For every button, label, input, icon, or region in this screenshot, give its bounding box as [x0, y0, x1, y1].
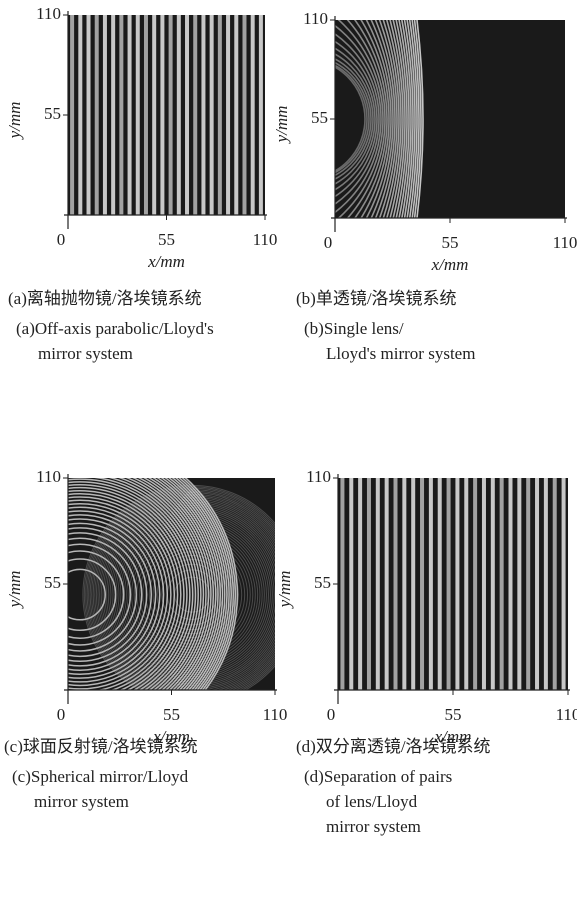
caption-zh: (b)单透镜/洛埃镜系统	[296, 289, 457, 308]
y-tick-label: 55	[44, 573, 61, 592]
y-axis-label: y/mm	[275, 571, 294, 610]
caption-en: (d)Separation of pairs	[304, 767, 452, 786]
x-axis-label: x/mm	[431, 255, 469, 274]
caption-en: (a)Off-axis parabolic/Lloyd's	[16, 319, 214, 338]
fringe	[169, 15, 173, 215]
fringe	[340, 478, 344, 690]
y-tick-label: 55	[311, 108, 328, 127]
x-tick-label: 55	[445, 705, 462, 724]
fringe	[226, 15, 230, 215]
y-axis-label: y/mm	[5, 102, 24, 141]
caption-en: Lloyd's mirror system	[326, 344, 475, 363]
fringe	[87, 15, 91, 215]
fringe	[128, 15, 132, 215]
x-tick-label: 0	[327, 705, 336, 724]
fringe	[420, 478, 424, 690]
fringe	[136, 15, 140, 215]
y-tick-label: 110	[36, 4, 61, 23]
fringe	[103, 15, 107, 215]
fringe	[553, 478, 557, 690]
x-tick-label: 55	[442, 233, 459, 252]
fringe	[242, 15, 246, 215]
y-tick-label: 110	[306, 467, 331, 486]
fringe	[358, 478, 362, 690]
x-tick-label: 110	[263, 705, 288, 724]
fringe	[402, 478, 406, 690]
fringe	[201, 15, 205, 215]
fringe	[152, 15, 156, 215]
x-tick-label: 0	[324, 233, 333, 252]
fringe	[411, 478, 415, 690]
fringe	[509, 478, 513, 690]
caption-en: (b)Single lens/	[304, 319, 404, 338]
fringe	[544, 478, 548, 690]
fringe	[394, 478, 398, 690]
fringe	[193, 15, 197, 215]
fringe	[251, 15, 255, 215]
fringe	[78, 15, 82, 215]
x-axis-label: x/mm	[147, 252, 185, 271]
x-tick-label: 0	[57, 230, 66, 249]
fringe	[491, 478, 495, 690]
caption-en: of lens/Lloyd	[326, 792, 418, 811]
x-tick-label: 0	[57, 705, 66, 724]
fringe	[482, 478, 486, 690]
fringe	[185, 15, 189, 215]
fringe	[144, 15, 148, 215]
fringe	[376, 478, 380, 690]
x-tick-label: 110	[553, 233, 577, 252]
caption-en: mirror system	[38, 344, 133, 363]
x-tick-label: 55	[158, 230, 175, 249]
caption-en: mirror system	[326, 817, 421, 836]
fringe	[259, 15, 263, 215]
fringe	[160, 15, 164, 215]
fringe	[535, 478, 539, 690]
fringe-image	[68, 15, 265, 215]
x-tick-label: 55	[163, 705, 180, 724]
fringe-image	[338, 478, 568, 690]
x-tick-label: 110	[556, 705, 577, 724]
fringe	[517, 478, 521, 690]
fringe	[526, 478, 530, 690]
fringe	[177, 15, 181, 215]
fringe	[70, 15, 74, 215]
fringe	[218, 15, 222, 215]
y-tick-label: 55	[314, 573, 331, 592]
y-axis-label: y/mm	[272, 106, 291, 145]
image-background	[338, 478, 568, 690]
caption-en: (c)Spherical mirror/Lloyd	[12, 767, 189, 786]
fringe	[111, 15, 115, 215]
fringe	[562, 478, 566, 690]
fringe	[349, 478, 353, 690]
fringe	[385, 478, 389, 690]
fringe	[234, 15, 238, 215]
fringe	[447, 478, 451, 690]
fringe	[473, 478, 477, 690]
y-tick-label: 110	[303, 9, 328, 28]
fringe	[210, 15, 214, 215]
caption-zh: (a)离轴抛物镜/洛埃镜系统	[8, 289, 202, 308]
caption-zh: (d)双分离透镜/洛埃镜系统	[296, 737, 491, 756]
figure: 0 55 110 55 110 x/mm y/mm (a)离轴抛物镜/洛埃镜系统 (a)Off-…	[0, 0, 577, 905]
fringe	[119, 15, 123, 215]
fringe	[429, 478, 433, 690]
y-axis-label: y/mm	[5, 571, 24, 610]
fringe	[367, 478, 371, 690]
fringe	[438, 478, 442, 690]
caption-en: mirror system	[34, 792, 129, 811]
y-tick-label: 110	[36, 467, 61, 486]
y-tick-label: 55	[44, 104, 61, 123]
fringe	[455, 478, 459, 690]
x-tick-label: 110	[253, 230, 278, 249]
fringe	[500, 478, 504, 690]
caption-zh: (c)球面反射镜/洛埃镜系统	[4, 737, 198, 756]
fringe	[464, 478, 468, 690]
fringe	[95, 15, 99, 215]
